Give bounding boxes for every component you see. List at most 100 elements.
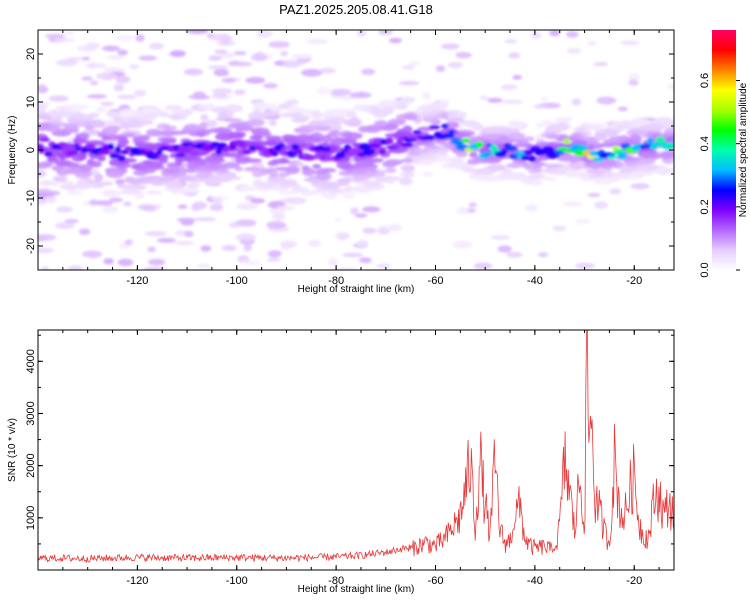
heatmap-cell — [422, 106, 434, 114]
heatmap-cell — [456, 206, 469, 215]
heatmap-cell — [664, 142, 674, 150]
heatmap-cell — [330, 146, 338, 154]
heatmap-cell — [506, 132, 526, 140]
heatmap-cell — [58, 128, 74, 134]
heatmap-cell — [161, 125, 178, 131]
heatmap-cell — [599, 142, 618, 148]
heatmap-cell — [377, 228, 390, 235]
heatmap-cell — [250, 198, 266, 204]
heatmap-cell — [61, 145, 71, 150]
heatmap-cell — [66, 190, 83, 196]
heatmap-cell — [408, 60, 421, 67]
heatmap-cell — [594, 132, 607, 141]
heatmap-cell — [81, 76, 93, 81]
heatmap-cell — [116, 184, 136, 189]
heatmap-cell — [101, 189, 121, 198]
heatmap-cell — [443, 143, 453, 148]
heatmap-cell — [448, 129, 456, 134]
heatmap-cell — [272, 213, 286, 221]
heatmap-cell — [628, 73, 640, 81]
heatmap-cell — [78, 228, 91, 236]
heatmap-cell — [252, 169, 264, 178]
heatmap-cell — [336, 115, 345, 120]
heatmap-cell — [382, 106, 397, 111]
heatmap-cell — [579, 145, 589, 151]
heatmap-cell — [250, 53, 268, 62]
heatmap-cell — [115, 178, 125, 185]
heatmap-cell — [147, 246, 157, 253]
snr-series-line — [38, 330, 674, 564]
heatmap-cell — [395, 102, 408, 110]
heatmap-cell — [628, 79, 639, 86]
heatmap-cell — [285, 197, 307, 205]
heatmap-cell — [566, 169, 581, 178]
heatmap-cell — [549, 123, 566, 132]
heatmap-cell — [322, 134, 332, 143]
heatmap-cell — [186, 160, 199, 170]
heatmap-cell — [302, 154, 316, 161]
heatmap-cell — [311, 112, 321, 119]
heatmap-cell — [376, 171, 386, 177]
heatmap-cell — [385, 177, 395, 184]
heatmap-cell — [605, 158, 617, 166]
heatmap-cell — [630, 183, 650, 190]
heatmap-cell — [279, 190, 298, 196]
heatmap-cell — [374, 120, 388, 127]
heatmap-cell — [66, 150, 80, 156]
heatmap-cell — [512, 74, 523, 80]
heatmap-cell — [81, 56, 91, 61]
heatmap-cell — [378, 148, 387, 155]
heatmap-cell — [54, 222, 75, 230]
heatmap-cell — [118, 108, 136, 116]
heatmap-cell — [501, 84, 518, 91]
heatmap-cell — [294, 148, 304, 155]
heatmap-cell — [422, 91, 431, 100]
heatmap-cell — [242, 158, 263, 163]
heatmap-cell — [95, 72, 118, 80]
heatmap-cell — [422, 171, 433, 177]
heatmap-cell — [113, 115, 123, 124]
heatmap-cell — [318, 67, 337, 74]
heatmap-cell — [479, 95, 489, 101]
heatmap-cell — [460, 138, 471, 143]
heatmap-cell — [437, 151, 448, 157]
heatmap-cell — [212, 88, 233, 95]
heatmap-cell — [320, 155, 327, 160]
heatmap-cell — [337, 178, 350, 187]
heatmap-cell — [233, 89, 246, 96]
heatmap-cell — [667, 84, 674, 90]
heatmap-cell — [482, 151, 492, 158]
spectrogram-x-axis-label: Height of straight line (km) — [298, 284, 415, 295]
heatmap-cell — [124, 239, 134, 246]
heatmap-cell — [233, 51, 247, 56]
heatmap-cell — [598, 178, 609, 185]
heatmap-cell — [234, 61, 253, 67]
heatmap-cell — [399, 177, 413, 186]
heatmap-cell — [508, 52, 521, 59]
spectrogram-x-ticks: -120 -100 -80 -60 -40 -20 — [37, 30, 660, 287]
heatmap-cell — [52, 175, 68, 183]
heatmap-cell — [117, 155, 126, 162]
heatmap-cell — [436, 140, 448, 145]
heatmap-cell — [208, 55, 222, 61]
heatmap-cell — [212, 197, 223, 205]
heatmap-cell — [554, 117, 573, 122]
heatmap-cell — [489, 144, 498, 152]
heatmap-cell — [542, 176, 558, 182]
heatmap-cell — [337, 267, 357, 270]
heatmap-cell — [320, 146, 333, 152]
heatmap-cell — [285, 99, 299, 105]
heatmap-cell — [455, 51, 472, 59]
snr-frame — [37, 329, 675, 571]
heatmap-cell — [504, 145, 518, 151]
heatmap-cell — [525, 204, 539, 212]
heatmap-cell — [85, 63, 107, 68]
heatmap-cell — [473, 168, 484, 175]
x-tick-label: -120 — [126, 275, 148, 287]
heatmap-cell — [101, 135, 111, 142]
heatmap-cell — [441, 123, 449, 129]
heatmap-cell — [508, 120, 520, 128]
heatmap-cell — [645, 158, 656, 164]
heatmap-cell — [546, 134, 561, 140]
heatmap-cell — [634, 170, 645, 178]
